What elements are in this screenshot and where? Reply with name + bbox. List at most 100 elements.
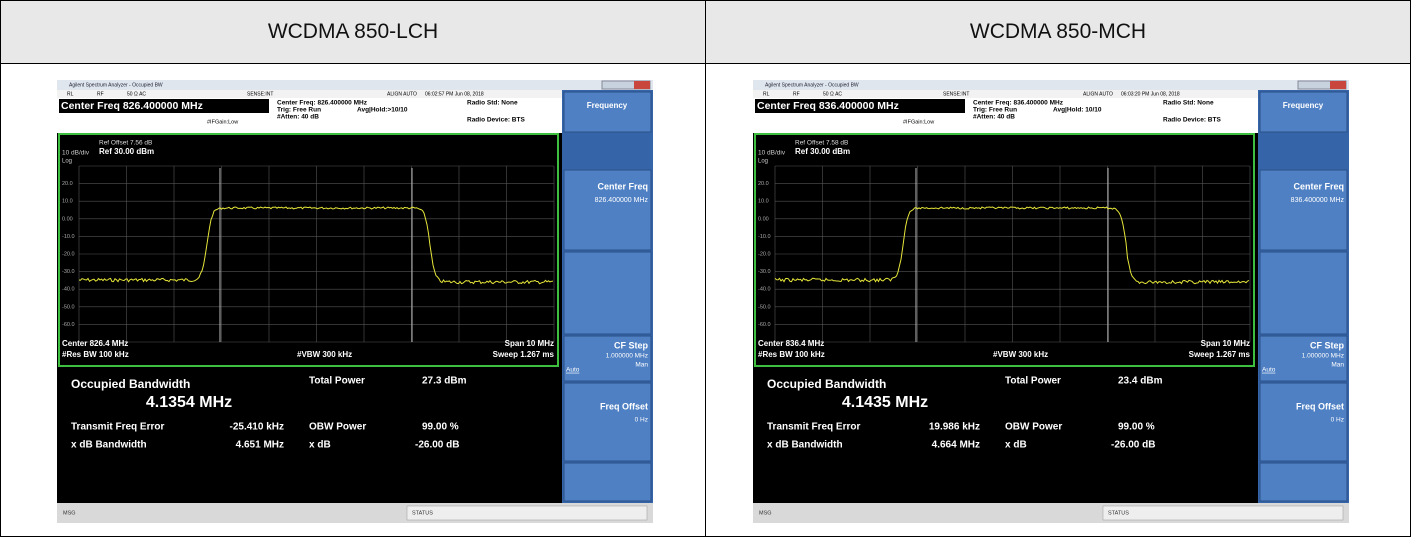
info-atten: #Atten: 40 dB [277, 114, 319, 121]
total-power: 23.4 dBm [1118, 376, 1163, 387]
info-radio-device: Radio Device: BTS [467, 117, 525, 124]
obw-label: Occupied Bandwidth [71, 377, 190, 391]
ref-level: Ref 30.00 dBm [99, 147, 154, 156]
info-if-gain: #IFGain:Low [207, 119, 238, 125]
span-label: Span 10 MHz [505, 339, 554, 348]
y-label: -60.0 [62, 322, 75, 328]
y-label: -20.0 [758, 251, 771, 257]
msg-label: MSG [759, 510, 772, 516]
xdb-bw-label: x dB Bandwidth [767, 440, 843, 451]
softkey-label: CF Step [614, 340, 649, 350]
y-label: 10.0 [62, 199, 73, 205]
y-label: -10.0 [62, 234, 75, 240]
softkey-value: 826.400000 MHz [595, 197, 649, 204]
info-center-freq: Center Freq: 826.400000 MHz [277, 100, 368, 107]
softkey [563, 91, 652, 133]
y-label: -30.0 [62, 269, 75, 275]
analyzer-screenshot: Agilent Spectrum Analyzer - Occupied BW R… [753, 80, 1349, 523]
softkey-label: Freq Offset [1296, 401, 1344, 411]
softkey [563, 251, 652, 335]
xdb-label: x dB [1005, 440, 1027, 451]
status-timestamp: 06:02:57 PM Jun 08, 2018 [425, 91, 484, 97]
title-bar [57, 80, 653, 90]
softkey-man: Man [1331, 362, 1344, 369]
status-rl: RL [67, 91, 74, 97]
status-label: STATUS [412, 510, 433, 516]
softkey [1259, 91, 1348, 133]
spectrum-trace [774, 206, 1250, 285]
center-freq-header: Center Freq 836.400000 MHz [757, 100, 899, 112]
info-radio-device: Radio Device: BTS [1163, 117, 1221, 124]
status-box [406, 505, 648, 521]
center-freq-header: Center Freq 826.400000 MHz [61, 100, 203, 112]
obw-value: 4.1354 MHz [146, 394, 232, 411]
info-avg-hold: Avg|Hold:>10/10 [357, 107, 408, 114]
softkey [1259, 251, 1348, 335]
info-trig: Trig: Free Run [277, 107, 321, 114]
softkey-value: 0 Hz [635, 417, 648, 424]
status-timestamp: 06:03:20 PM Jun 08, 2018 [1121, 91, 1180, 97]
softkey [1259, 169, 1348, 251]
status-label: STATUS [1108, 510, 1129, 516]
softkey-label: Freq Offset [600, 401, 648, 411]
close-button [634, 81, 650, 89]
vbw-label: #VBW 300 kHz [297, 350, 352, 359]
ref-offset: Ref Offset 7.56 dB [99, 140, 152, 147]
status-impedance: 50 Ω AC [127, 91, 146, 97]
xdb-bw: 4.651 MHz [236, 440, 284, 451]
y-label: -40.0 [62, 287, 75, 293]
softkey-menu: Frequency [587, 101, 628, 110]
softkey-menu: Frequency [1283, 101, 1324, 110]
y-label: -10.0 [758, 234, 771, 240]
freq-error-label: Transmit Freq Error [71, 422, 164, 433]
y-label: 20.0 [758, 181, 769, 187]
softkey-value: 836.400000 MHz [1291, 197, 1345, 204]
info-radio-std: Radio Std: None [467, 100, 518, 107]
res-bw-label: #Res BW 100 kHz [758, 350, 825, 359]
y-label: -50.0 [758, 304, 771, 310]
info-radio-std: Radio Std: None [1163, 100, 1214, 107]
freq-error-label: Transmit Freq Error [767, 422, 860, 433]
softkey-label: Center Freq [597, 181, 648, 191]
y-label: -50.0 [62, 304, 75, 310]
y-label: 10.0 [758, 199, 769, 205]
info-avg-hold: Avg|Hold: 10/10 [1053, 107, 1102, 114]
status-box [1102, 505, 1344, 521]
status-impedance: 50 Ω AC [823, 91, 842, 97]
center-label: Center 826.4 MHz [62, 339, 128, 348]
softkey-auto: Auto [566, 367, 580, 374]
softkey-value: 0 Hz [1331, 417, 1344, 424]
softkey-value: 1.000000 MHz [1302, 353, 1344, 360]
xdb-label: x dB [309, 440, 331, 451]
softkey [563, 462, 652, 502]
status-sense: SENSE:INT [943, 91, 969, 97]
scale: 10 dB/div [62, 150, 90, 157]
softkey [563, 169, 652, 251]
y-label: 0.00 [758, 216, 769, 222]
y-label: 20.0 [62, 181, 73, 187]
graph-border [754, 133, 1255, 367]
column-header: WCDMA 850-MCH [705, 0, 1411, 64]
status-align: ALIGN AUTO [1083, 91, 1113, 97]
msg-label: MSG [63, 510, 76, 516]
obw-power: 99.00 % [1118, 422, 1155, 433]
softkey-auto: Auto [1262, 367, 1276, 374]
status-align: ALIGN AUTO [387, 91, 417, 97]
info-atten: #Atten: 40 dB [973, 114, 1015, 121]
res-bw-label: #Res BW 100 kHz [62, 350, 129, 359]
graph-border [58, 133, 559, 367]
spectrum-trace [78, 206, 554, 285]
log: Log [758, 159, 768, 165]
info-if-gain: #IFGain:Low [903, 119, 934, 125]
y-label: -40.0 [758, 287, 771, 293]
column-header: WCDMA 850-LCH [0, 0, 706, 64]
xdb: -26.00 dB [415, 440, 459, 451]
softkey-label: CF Step [1310, 340, 1345, 350]
softkey [1259, 382, 1348, 462]
freq-error: 19.986 kHz [929, 422, 980, 433]
center-freq-box [755, 99, 965, 113]
obw-label: Occupied Bandwidth [767, 377, 886, 391]
vbw-label: #VBW 300 kHz [993, 350, 1048, 359]
info-center-freq: Center Freq: 836.400000 MHz [973, 100, 1064, 107]
log: Log [62, 159, 72, 165]
